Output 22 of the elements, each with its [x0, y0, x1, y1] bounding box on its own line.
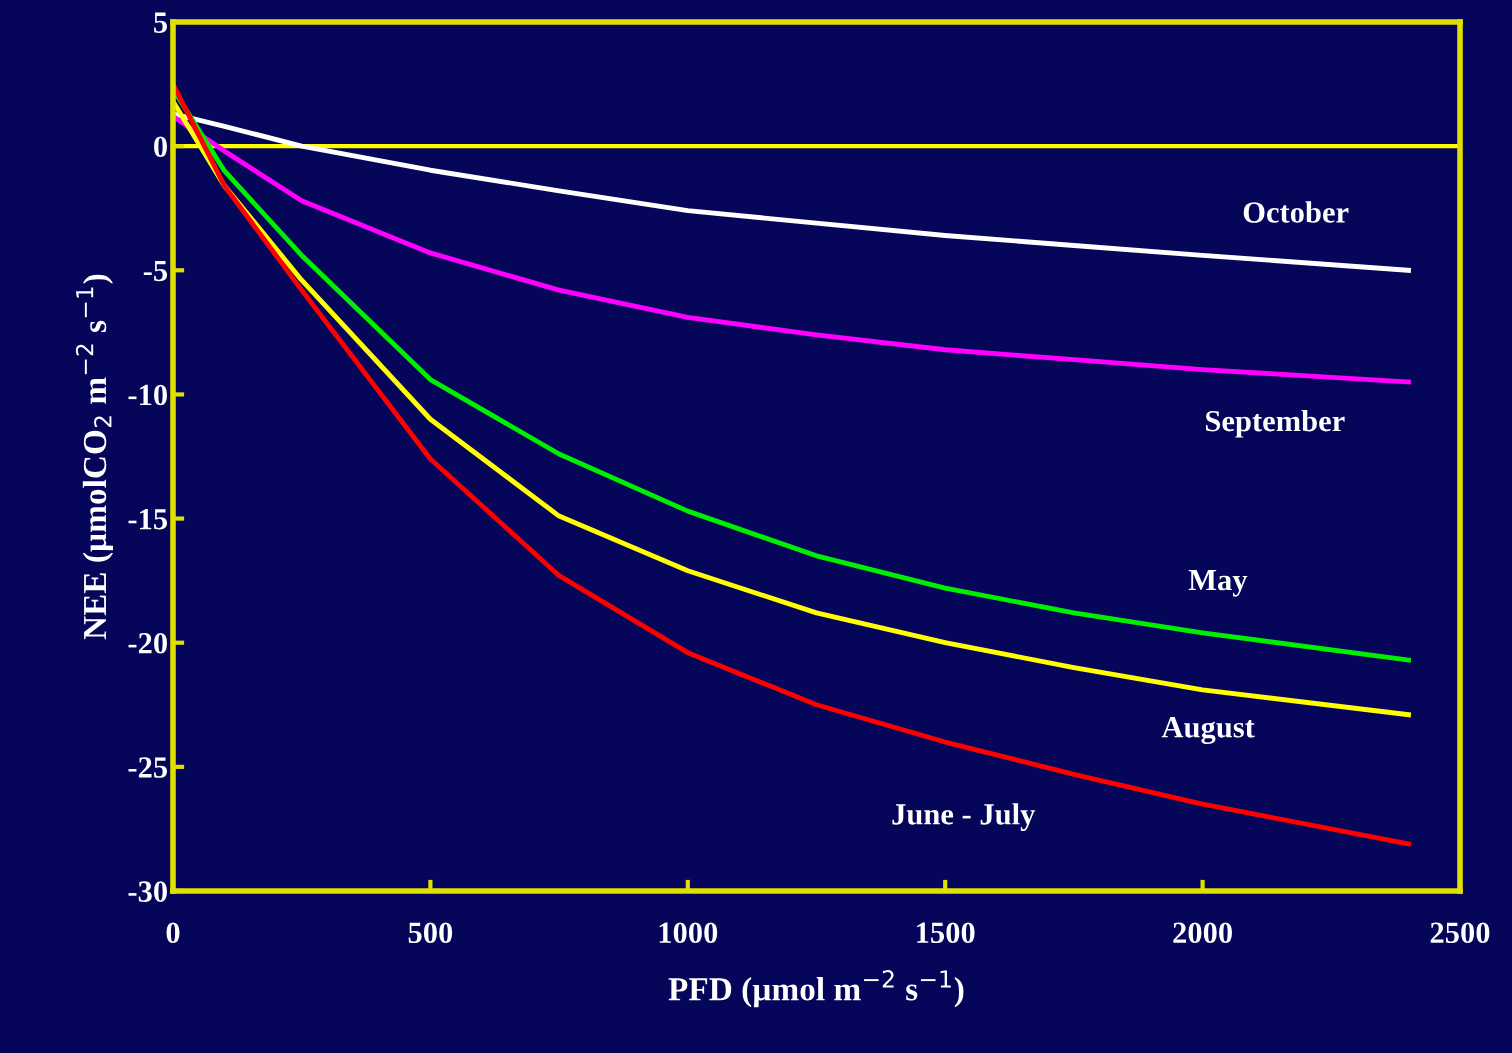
x-tick-label: 1000 [659, 922, 718, 944]
line-series [173, 113, 1411, 385]
series-label: August [1161, 717, 1255, 745]
x-axis-title: PFD (µmol m$^{−2}$ s$^{−1}$) [668, 970, 964, 1008]
x-tick-label: 2500 [1430, 922, 1490, 944]
y-tick-label: -20 [128, 633, 167, 654]
y-axis-title: NEE (µmolCO$_{2}$ m$^{−2}$ s$^{−1}$) [75, 274, 114, 640]
line-series [173, 111, 1411, 273]
series-label: September [1206, 409, 1345, 438]
y-tick-label: -10 [128, 384, 167, 406]
series-label: June - July [892, 803, 1036, 831]
series-label: May [1188, 570, 1248, 597]
series-label: October [1243, 201, 1349, 223]
y-tick-label: -30 [128, 881, 167, 902]
x-tick-label: 2000 [1173, 922, 1232, 944]
x-tick-label: 500 [408, 922, 453, 944]
y-tick-label: 0 [154, 136, 167, 158]
y-tick-label: -15 [128, 509, 168, 530]
x-tick-label: 1500 [917, 922, 975, 944]
y-tick-label: -5 [143, 260, 168, 282]
y-tick-label: -25 [128, 757, 168, 778]
y-tick-label: 5 [154, 12, 168, 33]
